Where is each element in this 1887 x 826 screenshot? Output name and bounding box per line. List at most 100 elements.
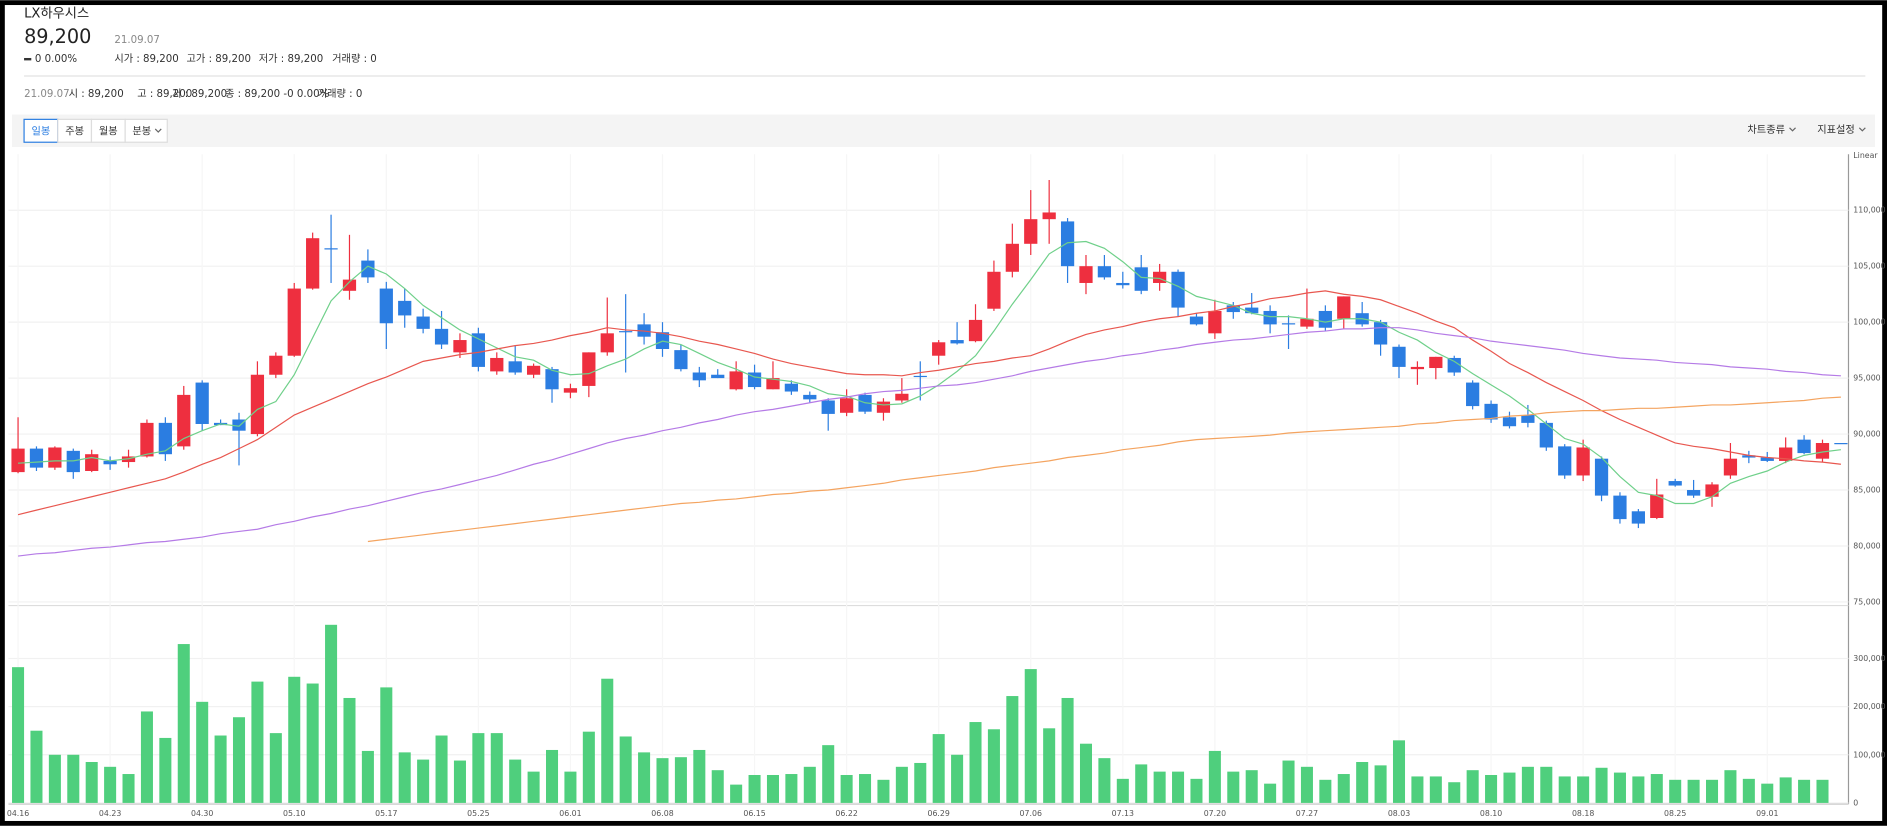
candle-body — [803, 394, 817, 400]
candle-body — [434, 328, 449, 345]
volume-bar — [785, 774, 798, 803]
candle-body — [784, 383, 799, 392]
period-label[interactable]: 주봉 — [65, 125, 84, 137]
candle-body — [1502, 417, 1517, 427]
candle-body — [1723, 458, 1738, 476]
volume-bar — [1521, 766, 1534, 803]
stat: 시가 : 89,200 — [114, 53, 179, 65]
volume-bar — [1172, 771, 1185, 803]
x-tick-label: 07.27 — [1296, 809, 1318, 818]
volume-bar — [766, 774, 779, 803]
candle-body — [526, 365, 541, 375]
candle-body — [1005, 243, 1019, 272]
volume-bar — [803, 766, 816, 803]
candle-body — [1373, 322, 1388, 345]
summary-item: 종 : 89,200 -0 0.00% — [225, 88, 330, 100]
volume-bar — [822, 745, 835, 803]
option-button[interactable]: 지표설정 — [1817, 124, 1855, 136]
summary-item: 고 : 89,200 — [137, 89, 192, 100]
quote-date: 21.09.07 — [114, 35, 160, 46]
candle-body — [968, 319, 983, 342]
chevron — [1789, 127, 1796, 132]
volume-bar — [1687, 779, 1700, 803]
volume-bar — [509, 759, 522, 803]
candle-body — [1171, 271, 1185, 308]
candle-body — [1410, 366, 1425, 370]
candle-body — [287, 288, 301, 356]
candle-body — [140, 422, 154, 457]
volume-bar — [1485, 774, 1498, 803]
volume-bar — [177, 644, 190, 803]
y-tick-label: 80,000 — [1853, 541, 1880, 550]
volume-bar — [1319, 779, 1332, 803]
candle-body — [490, 357, 504, 372]
period-label[interactable]: 분봉 — [132, 125, 151, 137]
candle-body — [416, 316, 430, 329]
candle-body — [913, 375, 927, 378]
volume-bar — [619, 736, 632, 803]
volume-bar — [1356, 761, 1369, 803]
volume-bar — [1650, 774, 1663, 803]
candle-body — [29, 448, 44, 468]
volume-bar — [656, 758, 669, 803]
volume-bar — [1779, 777, 1792, 803]
candle-body — [1466, 382, 1480, 407]
period-label[interactable]: 일봉 — [32, 125, 51, 137]
x-tick-label: 08.10 — [1480, 809, 1502, 818]
volume-bar — [987, 729, 1000, 803]
candle-body — [1281, 323, 1296, 325]
candle-body — [1208, 310, 1222, 334]
candle-body — [1797, 439, 1811, 454]
volume-bar — [104, 766, 117, 803]
period-label[interactable]: 월봉 — [99, 125, 118, 137]
option-button[interactable]: 차트종류 — [1747, 124, 1785, 136]
candle-body — [1631, 511, 1645, 524]
volume-bar — [1208, 750, 1221, 803]
candle-body — [85, 454, 99, 471]
volume-bar — [840, 774, 853, 803]
change: 0 0.00% — [35, 54, 78, 65]
volume-bar — [435, 735, 448, 803]
unchanged-icon — [24, 57, 32, 61]
candle-body — [711, 374, 725, 379]
candle-body — [674, 350, 688, 370]
period-tab[interactable] — [124, 118, 168, 143]
candle-body — [195, 382, 209, 424]
x-tick-label: 05.10 — [283, 809, 305, 818]
x-tick-label: 05.25 — [467, 809, 489, 818]
volume-bar — [969, 722, 982, 803]
candle-body — [1558, 446, 1572, 476]
volume-bar — [1632, 776, 1645, 803]
volume-bar — [859, 774, 872, 803]
candle-body — [1060, 221, 1075, 267]
volume-bar — [1429, 776, 1442, 803]
candle-body — [1613, 495, 1627, 520]
candle-body — [1079, 266, 1093, 283]
volume-bar — [159, 737, 172, 803]
volume-bar — [1669, 779, 1682, 803]
volume-bar — [1227, 771, 1240, 803]
volume-bar — [490, 733, 503, 803]
y-tick-label: 95,000 — [1853, 374, 1880, 383]
candle-body — [306, 238, 320, 289]
y-tick-label: 200,000 — [1853, 702, 1885, 711]
candle-body — [619, 331, 633, 333]
volume-bar — [453, 760, 466, 803]
volume-bar — [1282, 760, 1295, 803]
volume-bar — [951, 754, 964, 803]
volume-bar — [1337, 774, 1350, 803]
volume-bar — [417, 759, 430, 803]
candle-body — [342, 279, 357, 291]
candle-body — [1097, 266, 1112, 278]
y-tick-label: 90,000 — [1853, 430, 1880, 439]
volume-bar — [877, 779, 890, 803]
volume-bar — [361, 750, 374, 803]
x-tick-label: 06.22 — [835, 809, 857, 818]
volume-bar — [1448, 782, 1461, 803]
volume-bar — [1061, 697, 1074, 803]
candle-body — [508, 361, 522, 373]
candle-body — [1742, 455, 1756, 458]
volume-bar — [1116, 778, 1129, 803]
volume-bar — [325, 624, 338, 803]
y-tick-label: 100,000 — [1853, 750, 1885, 759]
